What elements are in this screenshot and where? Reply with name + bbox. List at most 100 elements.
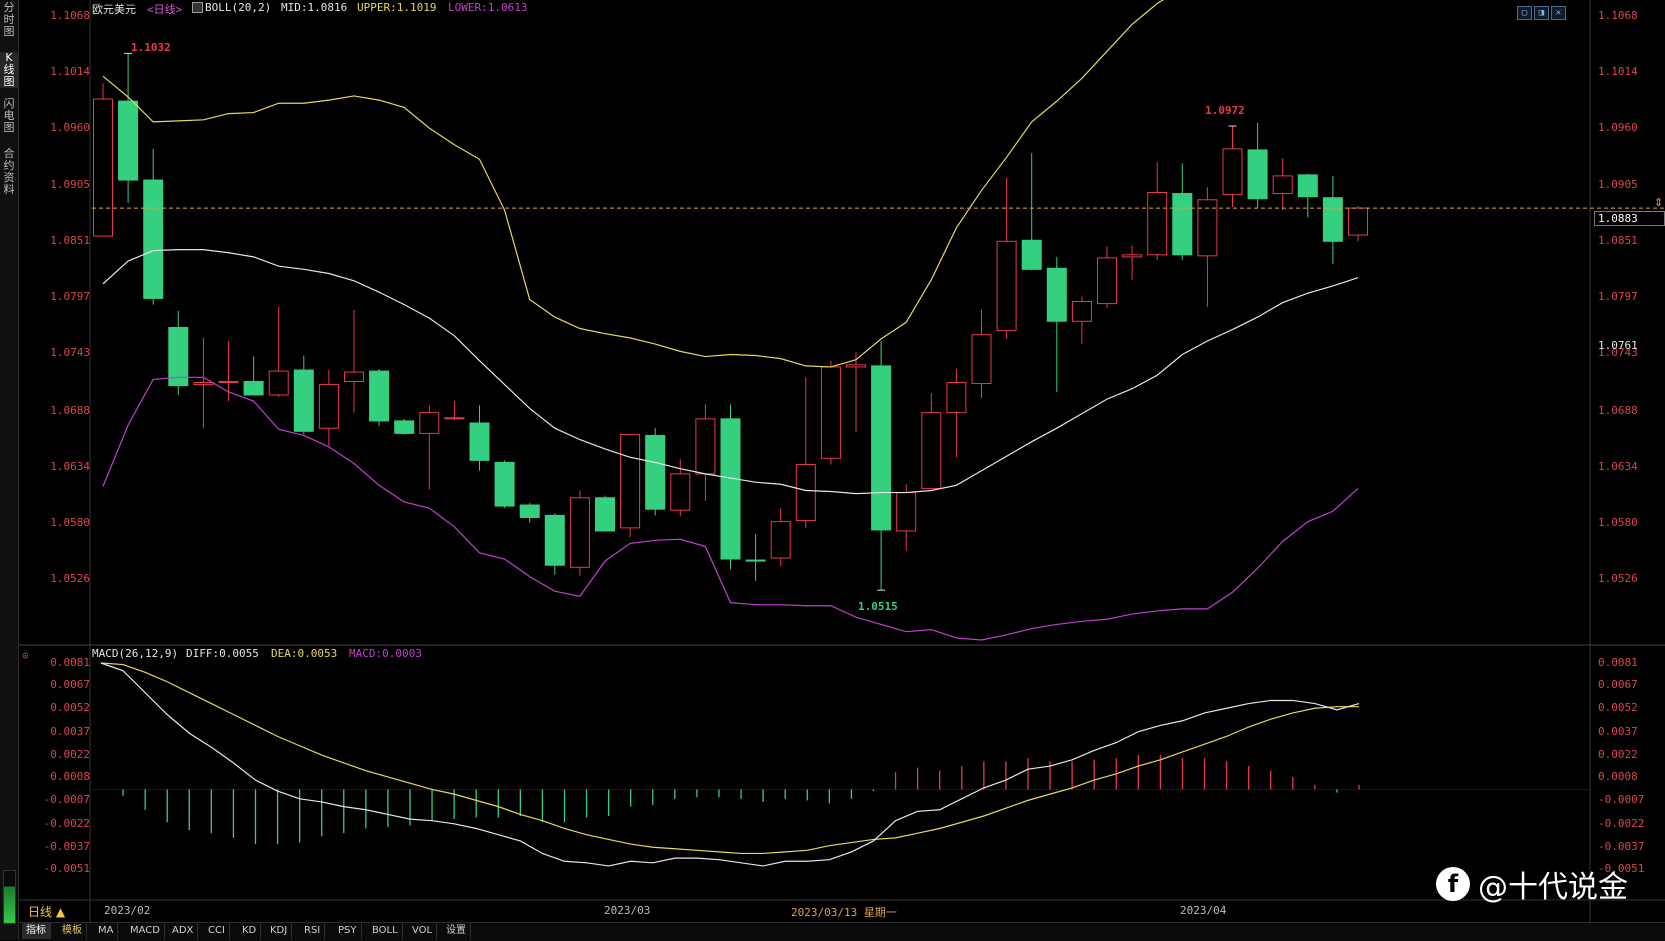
candle-body <box>168 326 189 387</box>
candle-body <box>946 382 967 414</box>
candle-body <box>419 412 440 434</box>
candle-body <box>494 461 515 507</box>
macd-tick-left: -0.0007 <box>43 793 90 807</box>
price-tick-left: 1.0580 <box>50 515 90 529</box>
macd-tick-right: 0.0081 <box>1598 656 1638 669</box>
tab-time-chart[interactable]: 分 时 图 <box>3 1 15 38</box>
macd-tick-right: 0.0067 <box>1598 677 1638 691</box>
candle-body <box>921 412 942 489</box>
candle-body <box>670 473 691 511</box>
indicator-bar <box>19 922 1665 941</box>
candle-body <box>1071 301 1092 322</box>
indicator-tab[interactable]: PSY <box>334 923 362 939</box>
macd-settings-icon[interactable]: ⊙ <box>22 649 29 662</box>
boll-upper-line <box>102 0 1165 368</box>
date-label-mar: 2023/03 <box>604 904 651 917</box>
date-label-apr: 2023/04 <box>1180 904 1227 917</box>
macd-diff-line <box>100 662 1360 867</box>
price-tick-left: 1.0797 <box>50 290 90 304</box>
tab-flash-chart[interactable]: 闪 电 图 <box>3 97 15 134</box>
price-tick-left: 1.0960 <box>50 121 90 135</box>
macd-tick-right: 0.0022 <box>1598 748 1638 762</box>
indicator-settings-icon[interactable] <box>192 2 203 13</box>
candle-body <box>218 380 239 383</box>
indicator-tab[interactable]: ADX <box>168 923 199 939</box>
candle-body <box>996 240 1017 332</box>
indicator-tab[interactable]: 设置 <box>442 923 471 939</box>
indicator-tab[interactable]: RSI <box>300 923 326 939</box>
macd-tick-left: 0.0008 <box>50 769 90 783</box>
macd-title: MACD(26,12,9) <box>92 647 179 660</box>
indicator-tab[interactable]: KDJ <box>266 923 293 939</box>
marker-price-label: 1.0761 <box>1598 339 1638 352</box>
boll-lower-line <box>102 376 1359 641</box>
mid-high-annotation: 1.0972 <box>1205 104 1245 117</box>
macd-tick-right: -0.0051 <box>1598 862 1645 876</box>
indicator-tab[interactable]: KD <box>238 923 262 939</box>
restore-icon[interactable]: ▢ <box>1517 6 1532 20</box>
price-tick-right: 1.0526 <box>1598 571 1638 585</box>
period-tag: <日线> <box>147 3 183 16</box>
price-tick-left: 1.0634 <box>50 459 90 473</box>
indicator-tab[interactable]: MA <box>94 923 119 939</box>
candle-body <box>620 433 641 529</box>
boll-mid-value: MID:1.0816 <box>281 1 348 14</box>
candle-body <box>444 417 465 420</box>
close-icon[interactable]: ✕ <box>1551 6 1566 20</box>
macd-tick-right: -0.0037 <box>1598 840 1645 854</box>
candle-body <box>1172 193 1193 256</box>
indicator-tab[interactable]: 模板 <box>58 923 87 939</box>
candle-body <box>1247 149 1268 200</box>
price-tick-right: 1.1068 <box>1598 9 1638 22</box>
candle-body <box>1348 207 1368 236</box>
indicator-tab[interactable]: MACD <box>126 923 165 939</box>
indicator-tab[interactable]: 指标 <box>22 923 51 939</box>
price-tick-left: 1.1068 <box>50 9 90 22</box>
price-tick-left: 1.0688 <box>50 403 90 417</box>
boll-lower-value: LOWER:1.0613 <box>448 1 528 14</box>
period-selector[interactable]: 日线 ▲ <box>28 905 66 919</box>
candle-body <box>871 365 892 531</box>
boll-upper-value: UPPER:1.1019 <box>357 1 437 14</box>
candle-body <box>344 371 364 382</box>
price-tick-right: 1.1014 <box>1598 65 1638 79</box>
candle-body <box>896 492 917 532</box>
macd-tick-left: 0.0067 <box>50 677 90 691</box>
tab-contract-info[interactable]: 合 约 资 料 <box>3 147 15 196</box>
price-arrow-icon: ⇕ <box>1654 196 1663 209</box>
candle-body <box>1046 267 1067 322</box>
price-tick-left: 1.0851 <box>50 234 90 248</box>
macd-tick-left: -0.0022 <box>43 816 90 830</box>
macd-tick-right: 0.0008 <box>1598 769 1638 783</box>
candle-body <box>1297 174 1318 198</box>
candle-body <box>268 370 289 396</box>
price-tick-left: 1.1014 <box>50 65 90 79</box>
indicator-tab[interactable]: CCI <box>204 923 230 939</box>
maximize-icon[interactable]: ◨ <box>1534 6 1549 20</box>
indicator-tab[interactable]: BOLL <box>368 923 403 939</box>
macd-tick-right: 0.0052 <box>1598 701 1638 715</box>
candle-body <box>1122 254 1143 258</box>
date-label-feb: 2023/02 <box>104 904 151 917</box>
candle-body <box>1147 192 1168 256</box>
left-sidebar: 分 时 图 K 线 图 闪 电 图 合 约 资 料 <box>0 0 19 940</box>
candle-body <box>1222 148 1243 196</box>
macd-tick-right: -0.0007 <box>1598 793 1645 807</box>
boll-mid-line <box>102 249 1359 495</box>
window-controls: ▢ ◨ ✕ <box>1515 0 1566 20</box>
boll-indicator: BOLL(20,2) <box>205 1 272 14</box>
price-tick-right: 1.0905 <box>1598 178 1638 192</box>
indicator-tab[interactable]: VOL <box>408 923 438 939</box>
volume-level-icon <box>3 870 16 924</box>
price-tick-left: 1.0905 <box>50 178 90 192</box>
symbol-name: 欧元美元 <box>92 3 136 16</box>
candle-body <box>143 179 164 299</box>
candle-body <box>93 98 113 237</box>
macd-diff-value: DIFF:0.0055 <box>186 647 259 660</box>
tab-kline-chart[interactable]: K 线 图 <box>0 52 18 88</box>
price-tick-left: 1.0526 <box>50 571 90 585</box>
price-tick-right: 1.0797 <box>1598 290 1638 304</box>
low-annotation: 1.0515 <box>858 600 898 613</box>
candle-body <box>695 418 716 475</box>
